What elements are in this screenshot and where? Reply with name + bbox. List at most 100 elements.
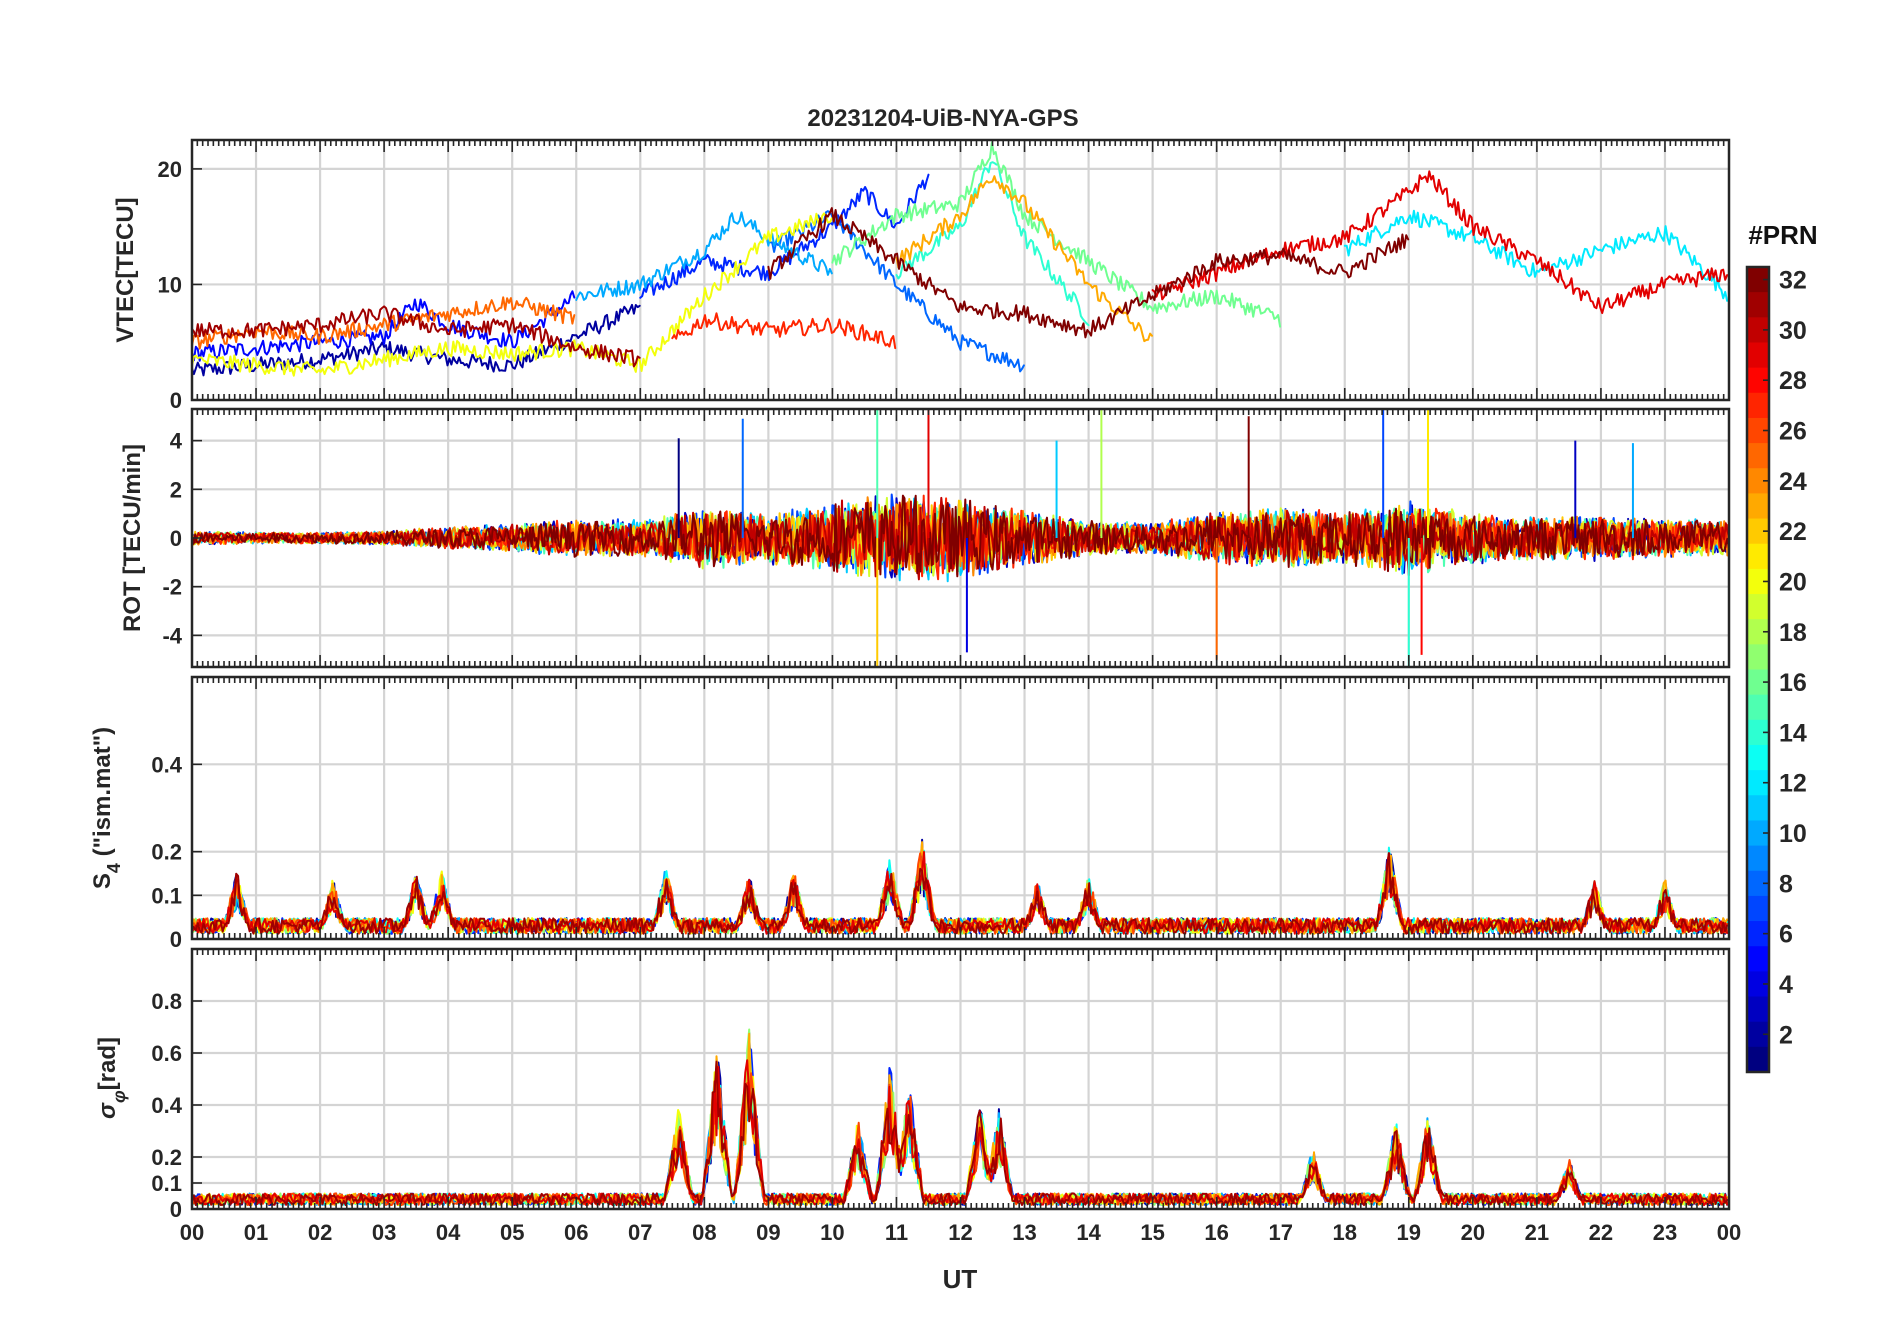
sigma-label-subscript: φ	[109, 1090, 129, 1103]
colorbar-block-prn-22	[1747, 518, 1769, 545]
sig-ytick-label: 0.6	[151, 1041, 182, 1066]
s4-ytick-label: 0.2	[151, 840, 182, 865]
x-tick-label: 23	[1653, 1220, 1677, 1245]
rot-minor-ticks	[191, 409, 1730, 667]
vtec-line-prn-32	[767, 207, 1410, 339]
sig-ytick-label: 0.2	[151, 1145, 182, 1170]
colorbar-tick-label: 24	[1779, 468, 1807, 496]
colorbar-tick-label: 2	[1779, 1021, 1793, 1049]
s4-ytick-label: 0.1	[151, 883, 182, 908]
x-tick-label: 00	[1717, 1220, 1741, 1245]
vtec-ytick-label: 10	[158, 272, 182, 297]
colorbar-tick-label: 18	[1779, 619, 1807, 647]
colorbar-tick-label: 28	[1779, 367, 1807, 395]
colorbar-tick-label: 12	[1779, 770, 1807, 798]
rot-panel: -4 -2 0 2 4 ROT [TECU/min]	[119, 407, 1731, 669]
sigma-label-main: σ	[94, 1102, 121, 1119]
s4-panel: 0 0.1 0.2 0.4 S4 ("ism.mat")	[89, 675, 1731, 952]
rot-ytick-label: 0	[170, 526, 182, 551]
vtec-minor-ticks	[191, 140, 1730, 400]
x-tick-label: 09	[756, 1220, 780, 1245]
colorbar-block-prn-18	[1747, 619, 1769, 645]
colorbar-block-prn-11	[1747, 795, 1769, 822]
s4-series	[191, 838, 1729, 935]
x-tick-label: 19	[1397, 1220, 1421, 1245]
colorbar-block-prn-17	[1747, 644, 1769, 671]
figure-title: 20231204-UiB-NYA-GPS	[807, 105, 1078, 132]
rot-y-tick-labels: -4 -2 0 2 4	[162, 429, 202, 648]
colorbar-tick-label: 22	[1779, 518, 1807, 546]
colorbar-tick-label: 10	[1779, 820, 1807, 848]
vtec-line-prn-27	[671, 312, 897, 350]
s4-label-suffix: ("ism.mat")	[89, 727, 116, 863]
x-tick-label: 08	[692, 1220, 716, 1245]
x-tick-label: 21	[1525, 1220, 1549, 1245]
colorbar-block-prn-27	[1747, 392, 1769, 419]
colorbar-block-prn-5	[1747, 946, 1769, 972]
colorbar-block-prn-3	[1747, 996, 1769, 1023]
colorbar-block-prn-20	[1747, 568, 1769, 595]
x-tick-label: 11	[885, 1220, 908, 1245]
colorbar-tick-label: 14	[1779, 719, 1807, 747]
colorbar-tick-label: 4	[1779, 971, 1793, 999]
vtec-panel: 0 10 20 VTEC[TECU]	[112, 138, 1731, 413]
x-tick-labels: 00 01 02 03 04 05 06 07 08 09 10 11 12 13 14 15 16 17 18 19…	[180, 1220, 1741, 1245]
vtec-line-prn-31	[191, 305, 641, 368]
colorbar-block-prn-16	[1747, 669, 1769, 696]
colorbar-blocks	[1747, 267, 1769, 1073]
x-tick-label: 17	[1268, 1220, 1292, 1245]
sig-ytick-label: 0	[170, 1197, 182, 1222]
vtec-y-axis-label: VTEC[TECU]	[112, 197, 139, 342]
vtec-line-prn-5	[191, 290, 576, 362]
vtec-line-prn-25	[191, 296, 576, 350]
colorbar-tick-label: 16	[1779, 669, 1807, 697]
sigma-phi-gridlines	[192, 949, 1729, 1209]
vtec-line-prn-20	[191, 212, 833, 377]
x-tick-label: 22	[1589, 1220, 1613, 1245]
colorbar-block-prn-7	[1747, 895, 1769, 922]
s4-ytick-label: 0	[170, 927, 182, 952]
rot-ytick-label: 2	[170, 477, 182, 502]
s4-y-axis-label: S4 ("ism.mat")	[89, 727, 124, 889]
colorbar-tick-label: 32	[1779, 267, 1807, 295]
colorbar-tick-label: 30	[1779, 317, 1807, 345]
vtec-line-prn-14	[895, 161, 1090, 327]
colorbar-block-prn-1	[1747, 1046, 1769, 1073]
x-tick-label: 06	[564, 1220, 588, 1245]
sigma-phi-y-tick-labels: 00.10.2 0.4 0.6 0.8	[151, 989, 202, 1222]
s4-ytick-label: 0.4	[151, 752, 182, 777]
colorbar-block-prn-25	[1747, 443, 1769, 469]
rot-ytick-label: -4	[162, 623, 182, 648]
vtec-ytick-label: 0	[170, 388, 182, 413]
colorbar-title: #PRN	[1748, 220, 1817, 250]
vtec-line-prn-16	[831, 141, 1282, 328]
vtec-line-prn-23	[895, 175, 1153, 343]
vtec-y-tick-labels: 0 10 20	[158, 157, 202, 413]
x-tick-label: 12	[948, 1220, 972, 1245]
colorbar-block-prn-4	[1747, 971, 1769, 998]
sigma-label-suffix: [rad]	[94, 1037, 121, 1090]
colorbar-block-prn-12	[1747, 770, 1769, 796]
colorbar-block-prn-31	[1747, 292, 1769, 318]
vtec-line-prn-6	[639, 173, 930, 299]
colorbar-block-prn-28	[1747, 367, 1769, 394]
x-tick-label: 04	[436, 1220, 461, 1245]
sig-ytick-label: 0.8	[151, 989, 182, 1014]
s4-label-main: S	[89, 873, 116, 889]
x-tick-label: 07	[628, 1220, 652, 1245]
colorbar-tick-label: 6	[1779, 921, 1793, 949]
s4-line-prn-31	[191, 852, 1729, 935]
colorbar-tick-label: 8	[1779, 870, 1793, 898]
vtec-line-prn-29	[1151, 170, 1729, 315]
x-tick-label: 18	[1333, 1220, 1357, 1245]
colorbar-block-prn-23	[1747, 493, 1769, 520]
colorbar-block-prn-13	[1747, 744, 1769, 771]
x-tick-label: 20	[1461, 1220, 1485, 1245]
colorbar-block-prn-14	[1747, 719, 1769, 746]
s4-minor-ticks	[191, 677, 1730, 939]
colorbar-block-prn-2	[1747, 1021, 1769, 1048]
vtec-line-prn-8	[767, 209, 1025, 373]
s4-y-tick-labels: 0 0.1 0.2 0.4	[151, 752, 202, 952]
